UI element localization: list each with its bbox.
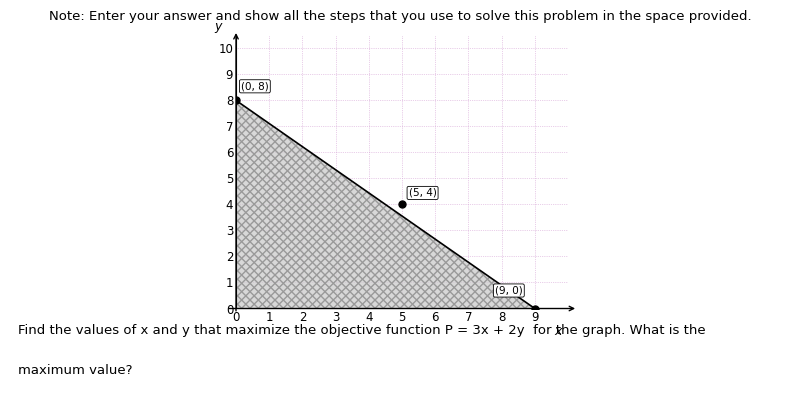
Text: Find the values of x and y that maximize the objective function P = 3x + 2y  for: Find the values of x and y that maximize… <box>18 324 706 337</box>
Text: Note: Enter your answer and show all the steps that you use to solve this proble: Note: Enter your answer and show all the… <box>49 10 751 23</box>
Text: y: y <box>214 20 222 33</box>
Polygon shape <box>236 100 534 309</box>
Text: (9, 0): (9, 0) <box>495 285 522 296</box>
Text: x: x <box>554 325 562 338</box>
Text: (0, 8): (0, 8) <box>241 81 269 91</box>
Text: (5, 4): (5, 4) <box>409 188 437 198</box>
Text: maximum value?: maximum value? <box>18 364 132 376</box>
